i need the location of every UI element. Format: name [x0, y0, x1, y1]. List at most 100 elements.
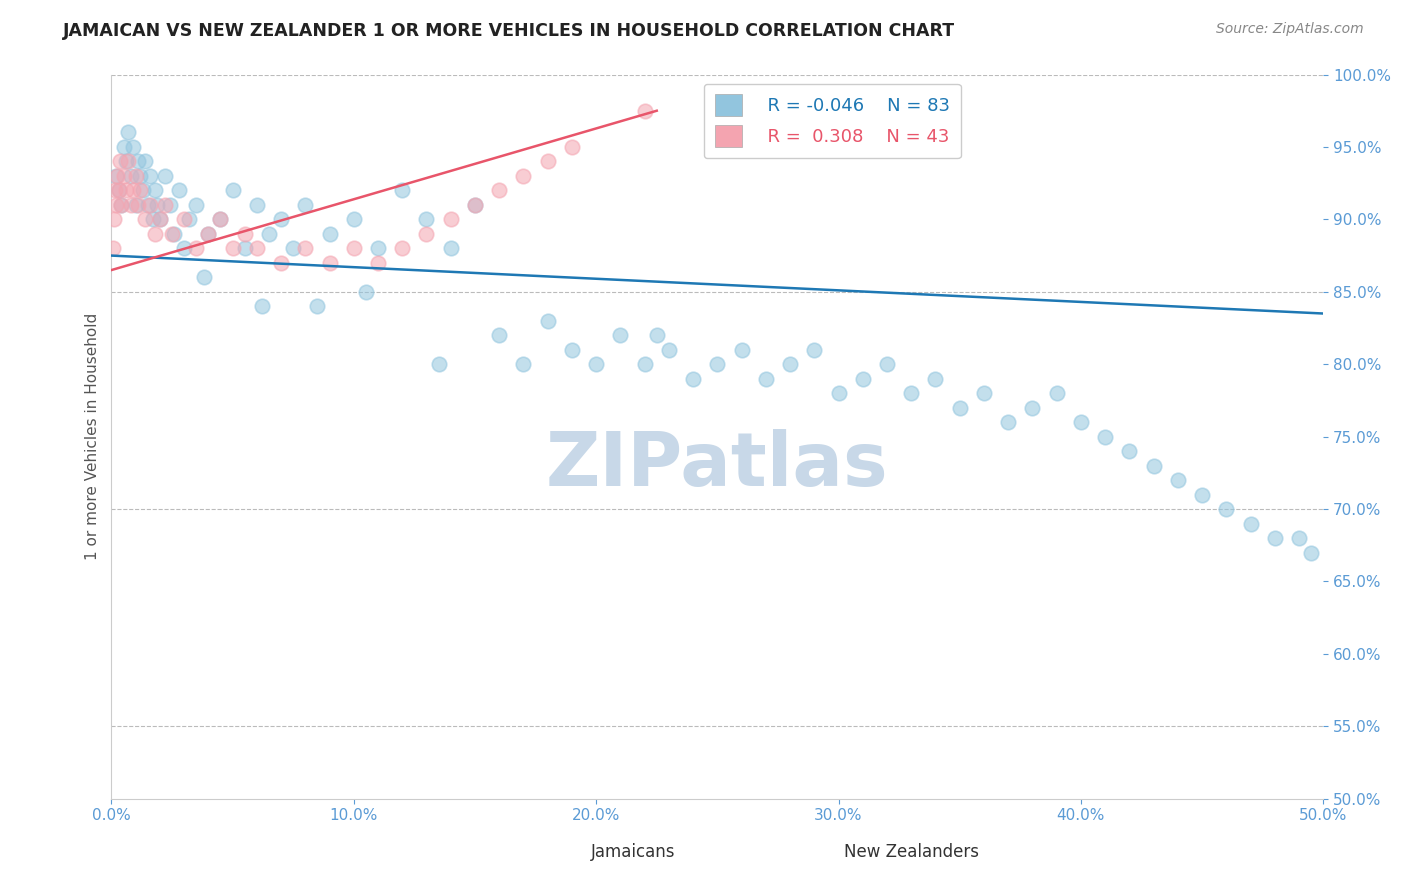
Point: [1070, 415, 1092, 429]
Point: [512, 169, 534, 183]
Point: [924, 372, 946, 386]
Point: [122, 183, 145, 197]
Point: [270, 212, 292, 227]
Point: [107, 183, 129, 197]
Y-axis label: 1 or more Vehicles in Household: 1 or more Vehicles in Household: [86, 313, 100, 560]
Point: [122, 140, 145, 154]
Point: [134, 212, 156, 227]
Point: [233, 227, 256, 241]
Point: [127, 198, 149, 212]
Point: [973, 386, 995, 401]
Point: [755, 372, 778, 386]
Text: ZIPatlas: ZIPatlas: [546, 429, 889, 502]
Point: [294, 198, 316, 212]
Point: [143, 183, 166, 197]
Point: [246, 198, 269, 212]
Point: [561, 343, 583, 357]
Point: [104, 183, 127, 197]
Point: [221, 183, 243, 197]
Point: [427, 357, 450, 371]
Point: [132, 183, 155, 197]
Point: [112, 140, 135, 154]
Point: [197, 227, 219, 241]
Point: [730, 343, 752, 357]
Point: [561, 140, 583, 154]
Point: [103, 212, 125, 227]
Point: [367, 256, 389, 270]
Point: [488, 328, 510, 343]
Point: [127, 154, 149, 169]
Point: [307, 299, 329, 313]
Point: [294, 241, 316, 255]
Point: [682, 372, 704, 386]
Point: [633, 103, 655, 118]
Text: JAMAICAN VS NEW ZEALANDER 1 OR MORE VEHICLES IN HOUSEHOLD CORRELATION CHART: JAMAICAN VS NEW ZEALANDER 1 OR MORE VEHI…: [63, 22, 956, 40]
Point: [105, 169, 128, 183]
Point: [779, 357, 801, 371]
Point: [160, 227, 183, 241]
Point: [246, 241, 269, 255]
Point: [1191, 487, 1213, 501]
Point: [124, 169, 146, 183]
Point: [852, 372, 875, 386]
Point: [129, 169, 152, 183]
Point: [415, 212, 437, 227]
Point: [1118, 444, 1140, 458]
Point: [1021, 401, 1043, 415]
Point: [997, 415, 1019, 429]
Point: [1142, 458, 1164, 473]
Point: [186, 198, 208, 212]
Point: [827, 386, 849, 401]
Point: [1301, 545, 1323, 559]
Point: [464, 198, 486, 212]
Point: [159, 198, 181, 212]
Point: [1288, 531, 1310, 545]
Point: [706, 357, 728, 371]
Point: [197, 227, 219, 241]
Point: [876, 357, 898, 371]
Point: [1215, 502, 1237, 516]
Point: [803, 343, 825, 357]
Point: [107, 183, 129, 197]
Point: [149, 212, 172, 227]
Text: New Zealanders: New Zealanders: [844, 843, 979, 861]
Point: [354, 285, 377, 299]
Text: Jamaicans: Jamaicans: [591, 843, 675, 861]
Point: [391, 183, 413, 197]
Point: [139, 198, 162, 212]
Point: [250, 299, 273, 313]
Point: [488, 183, 510, 197]
Point: [645, 328, 668, 343]
Point: [110, 198, 132, 212]
Point: [1046, 386, 1069, 401]
Point: [537, 314, 560, 328]
Point: [440, 241, 463, 255]
Point: [108, 154, 131, 169]
Point: [101, 241, 124, 255]
Point: [105, 198, 128, 212]
Point: [117, 154, 139, 169]
Point: [107, 169, 129, 183]
Point: [193, 270, 215, 285]
Point: [257, 227, 280, 241]
Point: [343, 241, 366, 255]
Point: [1239, 516, 1261, 531]
Point: [585, 357, 607, 371]
Point: [209, 212, 232, 227]
Point: [110, 198, 132, 212]
Point: [367, 241, 389, 255]
Point: [129, 183, 152, 197]
Point: [146, 198, 169, 212]
Point: [391, 241, 413, 255]
Point: [163, 227, 186, 241]
Point: [318, 256, 340, 270]
Point: [233, 241, 256, 255]
Point: [270, 256, 292, 270]
Point: [464, 198, 486, 212]
Point: [1264, 531, 1286, 545]
Point: [512, 357, 534, 371]
Point: [142, 212, 165, 227]
Point: [609, 328, 631, 343]
Point: [124, 198, 146, 212]
Point: [173, 241, 195, 255]
